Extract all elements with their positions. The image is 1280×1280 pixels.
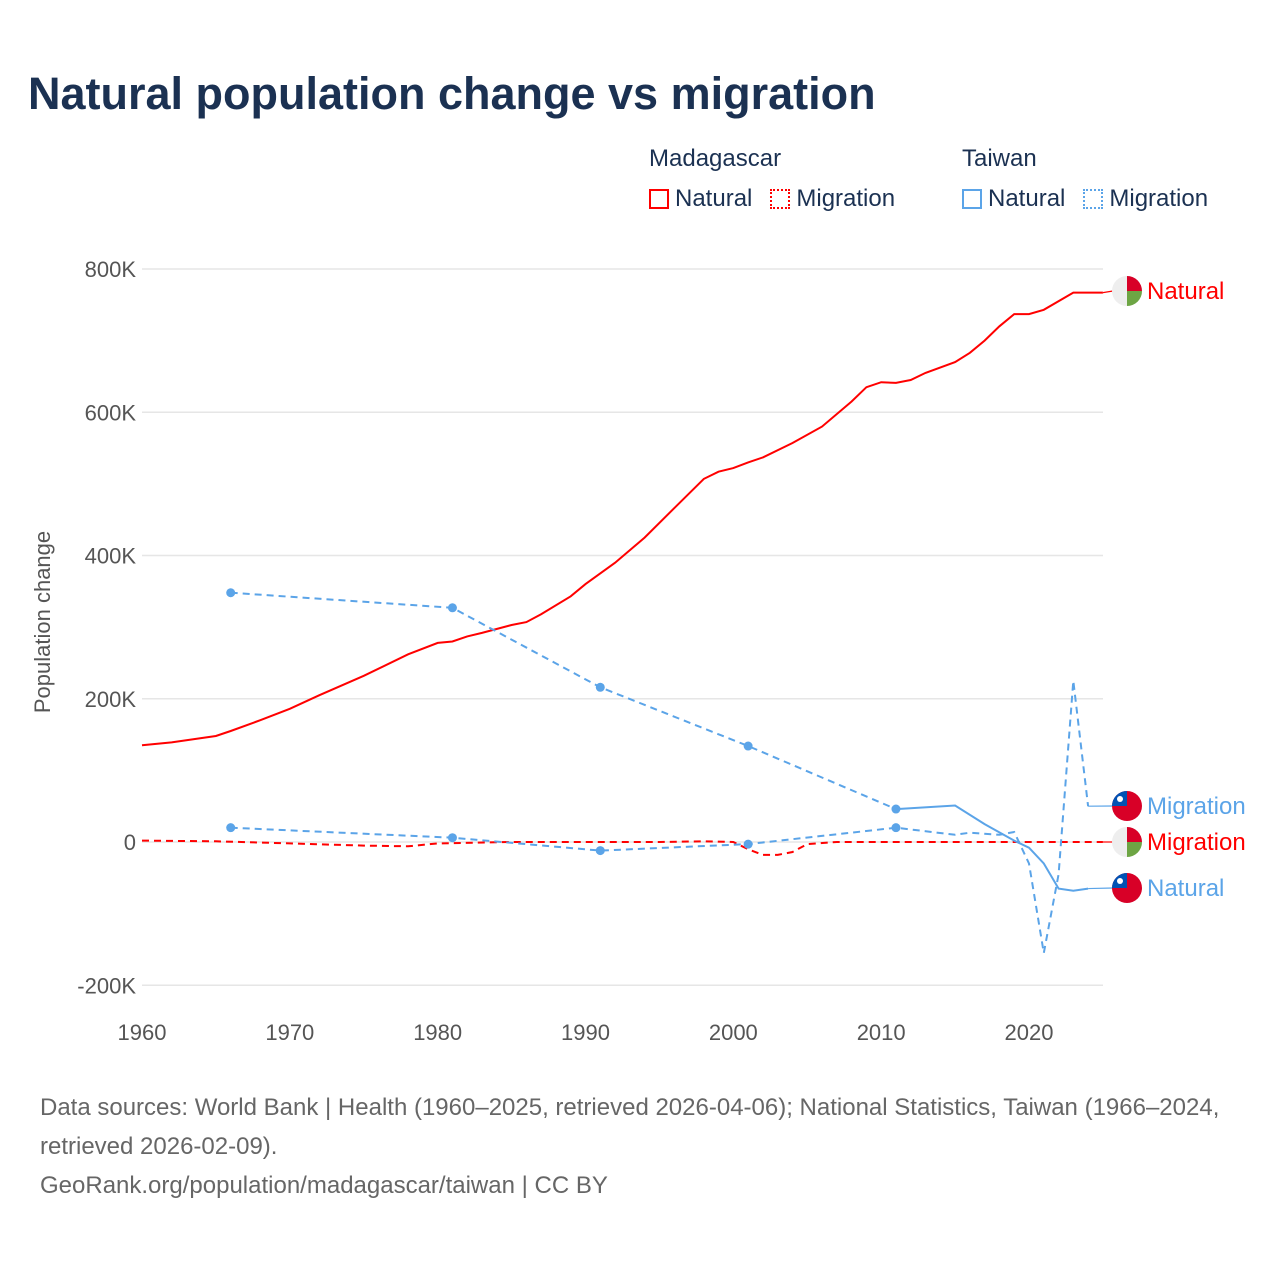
legend-swatch bbox=[649, 189, 669, 209]
taiwan-natural-point bbox=[891, 804, 901, 814]
flag-green bbox=[1127, 842, 1142, 857]
legend-item-madagascar-natural[interactable]: Natural bbox=[649, 185, 752, 213]
flag-red bbox=[1127, 827, 1142, 842]
flag-sun bbox=[1117, 796, 1123, 802]
end-label-connector bbox=[1102, 290, 1114, 294]
taiwan-flag-icon bbox=[1112, 873, 1142, 903]
legend-taiwan: Taiwan Natural Migration bbox=[962, 145, 1226, 213]
legend-item-madagascar-migration[interactable]: Migration bbox=[770, 185, 895, 213]
taiwan-natural-line bbox=[895, 804, 1089, 892]
chart-area: 800K 600K 400K 200K 0 -200K 1960 1970 1980 1990 20… bbox=[30, 257, 1246, 1045]
y-tick-label: 600K bbox=[85, 400, 137, 425]
x-tick-label: 2010 bbox=[857, 1020, 906, 1045]
legend-label: Natural bbox=[675, 185, 753, 212]
madagascar-migration-line bbox=[141, 839, 1103, 856]
taiwan-natural-point bbox=[743, 741, 753, 751]
legend-label: Migration bbox=[1109, 185, 1209, 212]
flag-sun bbox=[1117, 878, 1123, 884]
taiwan-natural-line-sparse bbox=[230, 591, 897, 811]
end-label: Migration bbox=[1147, 829, 1246, 856]
y-tick-label: 800K bbox=[85, 257, 137, 282]
legend-label: Natural bbox=[988, 185, 1066, 212]
taiwan-migration-point bbox=[891, 823, 901, 833]
x-tick-label: 1970 bbox=[265, 1020, 314, 1045]
data-sources: Data sources: World Bank | Health (1960–… bbox=[40, 1094, 1220, 1160]
chart-title: Natural population change vs migration bbox=[28, 68, 876, 119]
end-label-connector bbox=[1088, 887, 1114, 890]
y-tick-label: -200K bbox=[77, 973, 136, 998]
x-tick-label: 1960 bbox=[118, 1020, 167, 1045]
legend-group-name: Taiwan bbox=[962, 145, 1037, 172]
legend-label: Migration bbox=[796, 185, 896, 212]
taiwan-flag-icon bbox=[1112, 791, 1142, 821]
legend-swatch bbox=[770, 189, 791, 209]
end-label: Migration bbox=[1147, 793, 1246, 820]
x-tick-label: 2020 bbox=[1005, 1020, 1054, 1045]
legend-item-taiwan-natural[interactable]: Natural bbox=[962, 185, 1065, 213]
taiwan-migration-line bbox=[230, 680, 1090, 954]
taiwan-natural-point bbox=[447, 603, 457, 613]
taiwan-migration-point bbox=[595, 846, 605, 856]
taiwan-natural-point bbox=[226, 588, 236, 598]
legend-item-taiwan-migration[interactable]: Migration bbox=[1083, 185, 1208, 213]
madagascar-natural-line bbox=[141, 291, 1103, 747]
source-link[interactable]: GeoRank.org/population/madagascar/taiwan… bbox=[40, 1172, 608, 1199]
end-label: Natural bbox=[1147, 875, 1224, 902]
madagascar-flag-icon bbox=[1112, 276, 1142, 306]
taiwan-migration-point bbox=[743, 839, 753, 849]
footer: Data sources: World Bank | Health (1960–… bbox=[40, 1088, 1260, 1205]
flag-red bbox=[1127, 276, 1142, 291]
y-tick-label: 200K bbox=[85, 687, 137, 712]
end-label: Natural bbox=[1147, 278, 1224, 305]
x-tick-label: 1990 bbox=[561, 1020, 610, 1045]
taiwan-migration-point bbox=[226, 823, 236, 833]
x-tick-label: 1980 bbox=[413, 1020, 462, 1045]
taiwan-natural-point bbox=[595, 682, 605, 692]
y-axis-label: Population change bbox=[30, 531, 55, 713]
legend-swatch bbox=[962, 189, 982, 209]
x-tick-label: 2000 bbox=[709, 1020, 758, 1045]
flag-green bbox=[1127, 291, 1142, 306]
legend-group-name: Madagascar bbox=[649, 145, 782, 172]
taiwan-migration-point bbox=[447, 833, 457, 843]
legend-swatch bbox=[1083, 189, 1104, 209]
legend-madagascar: Madagascar Natural Migration bbox=[649, 145, 913, 213]
y-tick-label: 0 bbox=[124, 830, 136, 855]
madagascar-flag-icon bbox=[1112, 827, 1142, 857]
y-tick-label: 400K bbox=[85, 544, 137, 569]
